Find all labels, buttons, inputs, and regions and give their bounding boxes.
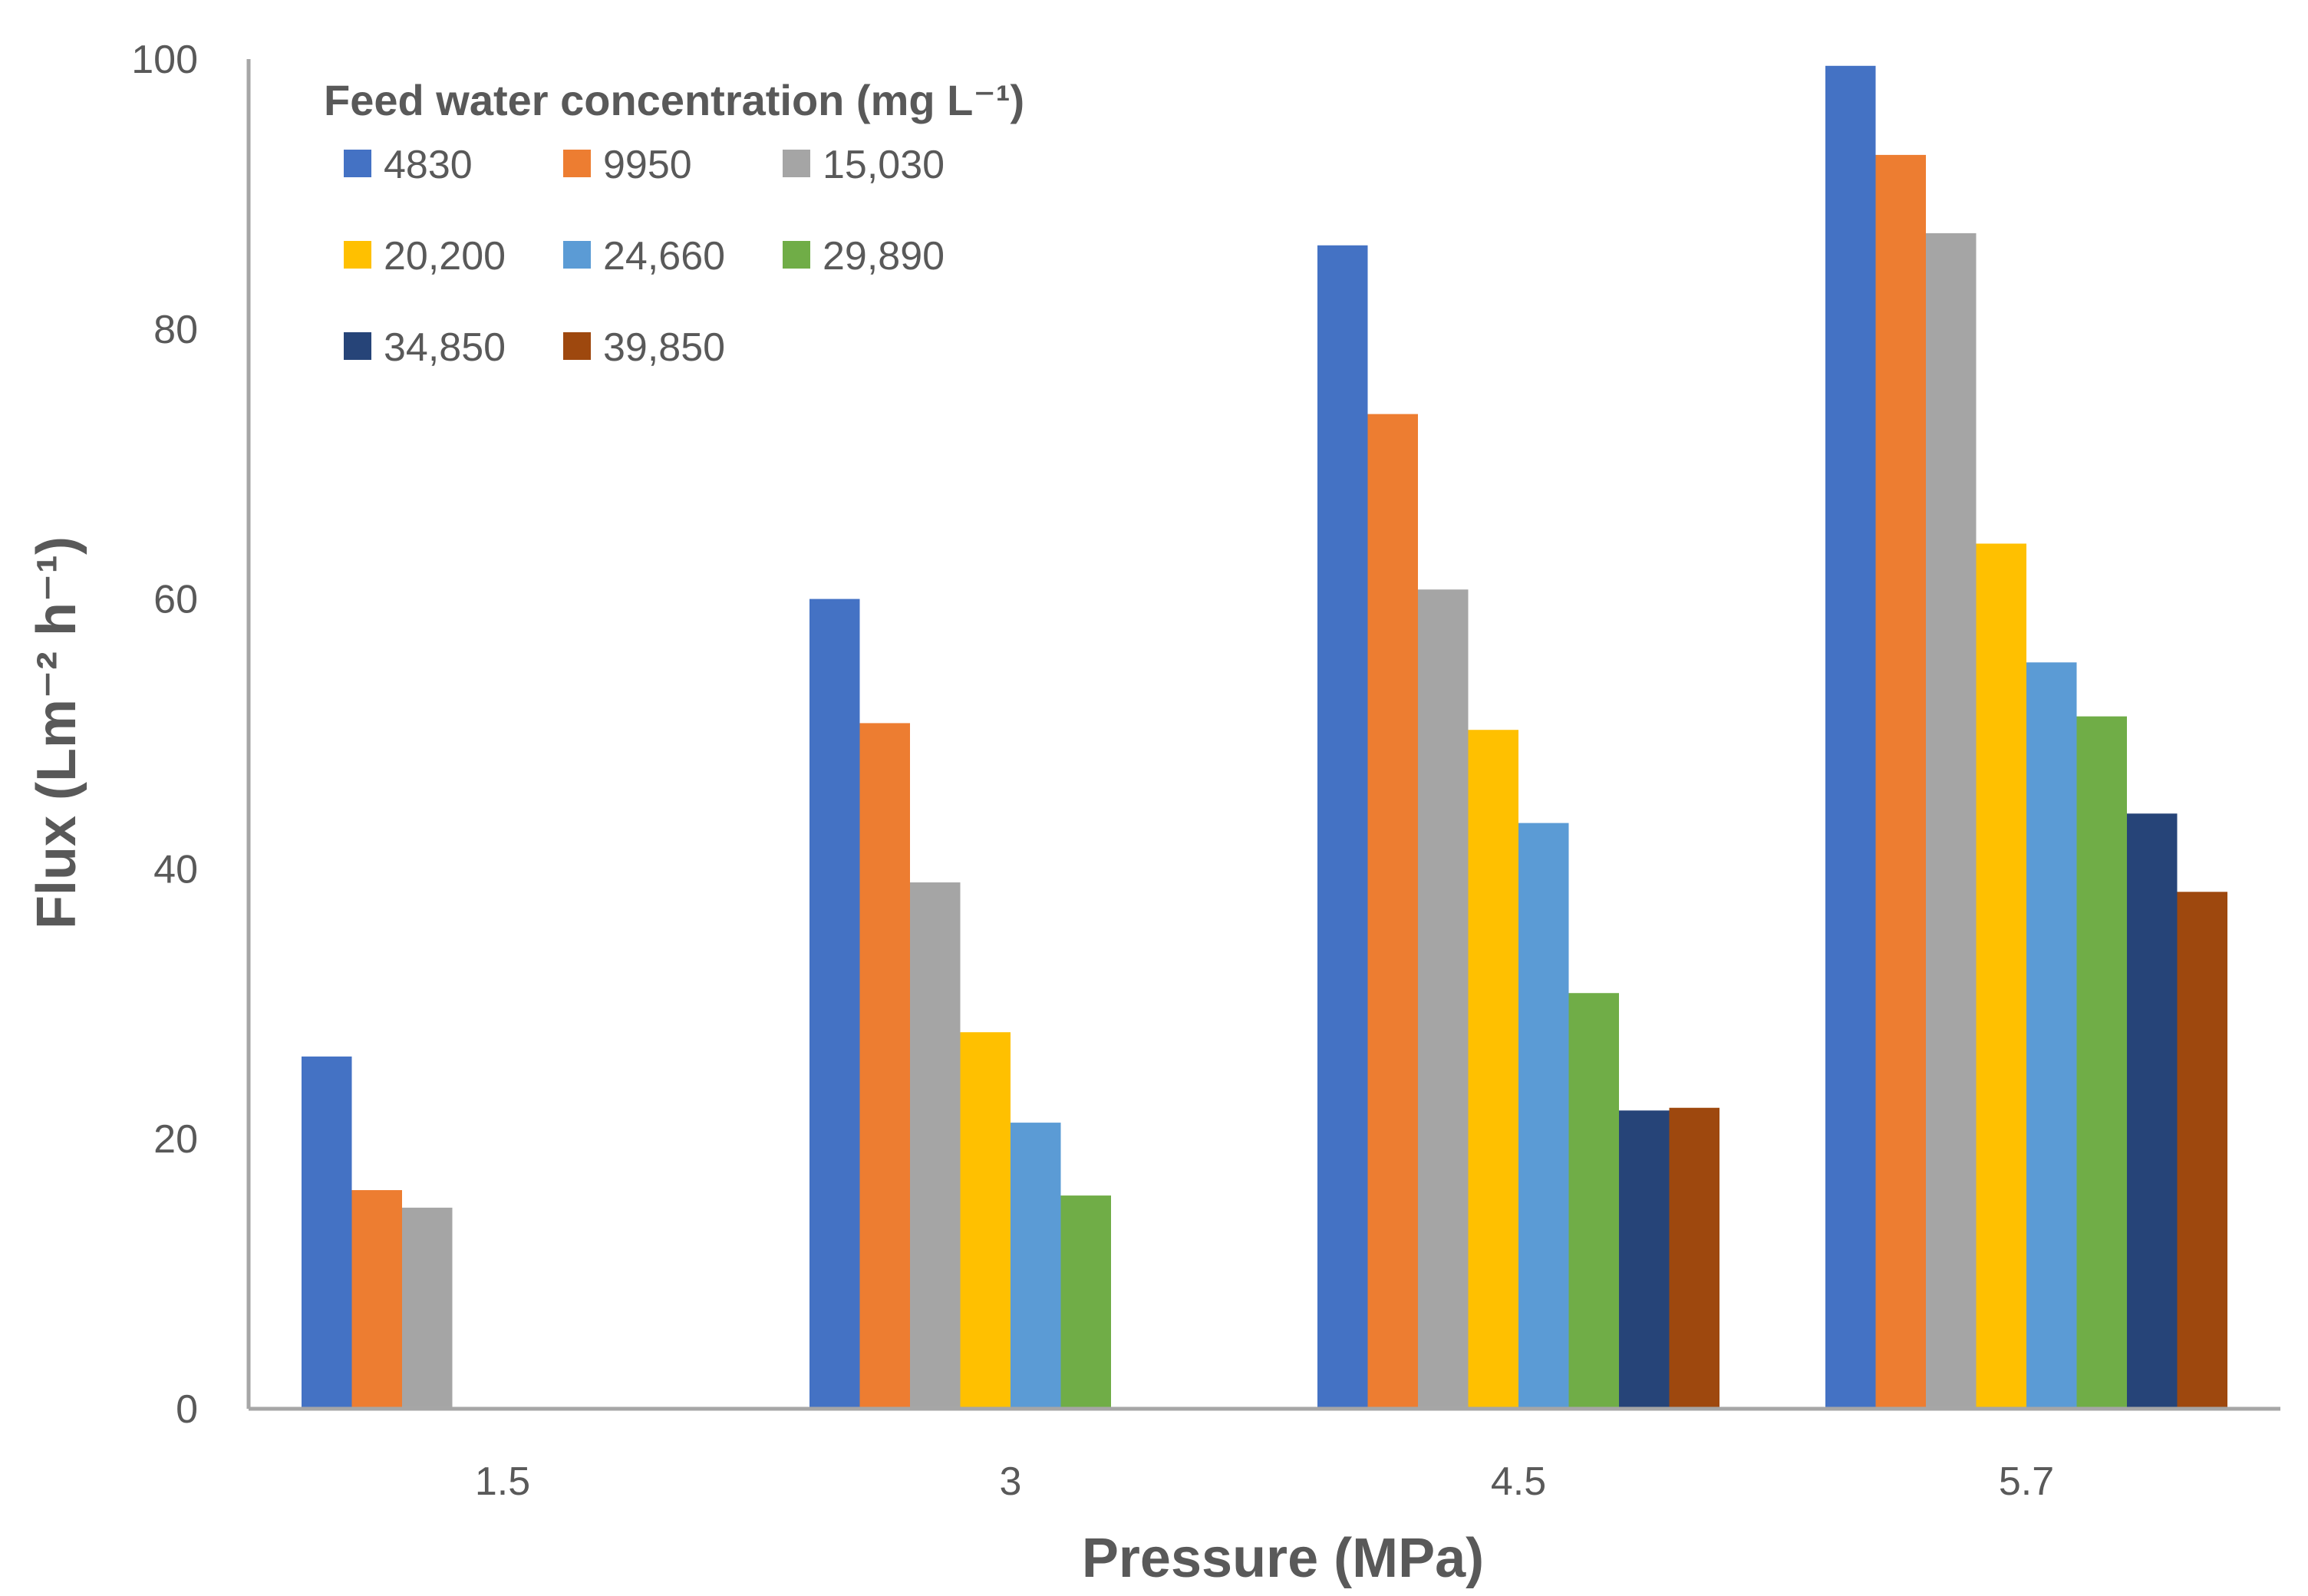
bar-29890-3 [1060, 1195, 1111, 1409]
y-tick-label: 0 [176, 1387, 198, 1432]
legend-label: 24,660 [603, 234, 725, 279]
bar-34850-5.7 [2127, 813, 2178, 1409]
y-tick-label: 20 [153, 1117, 198, 1162]
legend-item: 20,200 [344, 234, 506, 279]
y-axis-title: Flux (Lm⁻² h⁻¹) [26, 536, 87, 929]
legend: 4830 9950 15,030 20,200 24,660 29,890 34,850 39… [344, 143, 945, 370]
legend-swatch [563, 241, 591, 269]
bar-29890-5.7 [2076, 716, 2127, 1409]
legend-item: 24,660 [563, 234, 725, 279]
legend-item: 15,030 [783, 143, 945, 187]
legend-label: 34,850 [384, 325, 506, 370]
bar-4830-1.5 [302, 1056, 352, 1409]
bar-20200-4.5 [1468, 730, 1518, 1409]
bar-24660-4.5 [1518, 823, 1569, 1409]
legend-swatch [783, 241, 810, 269]
x-tick-labels: 1.5 3 4.5 5.7 [475, 1459, 2054, 1504]
bar-34850-4.5 [1619, 1110, 1670, 1409]
legend-label: 4830 [384, 143, 473, 187]
legend-label: 15,030 [823, 143, 945, 187]
legend-swatch [344, 332, 371, 360]
legend-swatch [563, 150, 591, 177]
bar-9950-4.5 [1367, 414, 1418, 1410]
legend-item: 29,890 [783, 234, 945, 279]
legend-swatch [344, 150, 371, 177]
bar-15030-1.5 [402, 1207, 453, 1409]
bar-4830-5.7 [1825, 65, 1876, 1409]
y-tick-labels: 0 20 40 60 80 100 [131, 38, 198, 1432]
legend-label: 20,200 [384, 234, 506, 279]
bar-9950-3 [859, 723, 910, 1409]
legend-item: 39,850 [563, 325, 725, 370]
legend-item: 34,850 [344, 325, 506, 370]
bar-39850-4.5 [1669, 1107, 1719, 1409]
legend-title: Feed water concentration (mg L⁻¹) [324, 76, 1024, 124]
legend-label: 9950 [603, 143, 692, 187]
bar-9950-1.5 [351, 1190, 402, 1409]
bar-24660-3 [1011, 1123, 1061, 1409]
x-axis-title: Pressure (MPa) [1082, 1528, 1484, 1589]
y-tick-label: 80 [153, 308, 198, 352]
bar-39850-5.7 [2177, 892, 2227, 1409]
bar-29890-4.5 [1568, 993, 1619, 1409]
x-tick-label: 5.7 [1999, 1459, 2054, 1504]
bar-15030-5.7 [1926, 232, 1977, 1409]
bar-24660-5.7 [2026, 662, 2077, 1409]
y-tick-label: 40 [153, 847, 198, 892]
x-tick-label: 3 [1000, 1459, 1022, 1504]
bar-20200-3 [960, 1032, 1011, 1409]
legend-swatch [783, 150, 810, 177]
legend-label: 39,850 [603, 325, 725, 370]
bar-15030-4.5 [1418, 589, 1469, 1409]
bar-9950-5.7 [1875, 154, 1926, 1409]
legend-label: 29,890 [823, 234, 945, 279]
bar-4830-3 [809, 598, 860, 1409]
bar-4830-4.5 [1317, 245, 1368, 1410]
bar-20200-5.7 [1976, 543, 2026, 1410]
y-tick-label: 60 [153, 578, 198, 622]
legend-swatch [563, 332, 591, 360]
legend-item: 9950 [563, 143, 692, 187]
x-tick-label: 4.5 [1491, 1459, 1546, 1504]
x-tick-label: 1.5 [475, 1459, 530, 1504]
y-tick-label: 100 [131, 38, 198, 82]
bar-15030-3 [910, 882, 961, 1409]
legend-item: 4830 [344, 143, 473, 187]
legend-swatch [344, 241, 371, 269]
bars [302, 65, 2227, 1410]
